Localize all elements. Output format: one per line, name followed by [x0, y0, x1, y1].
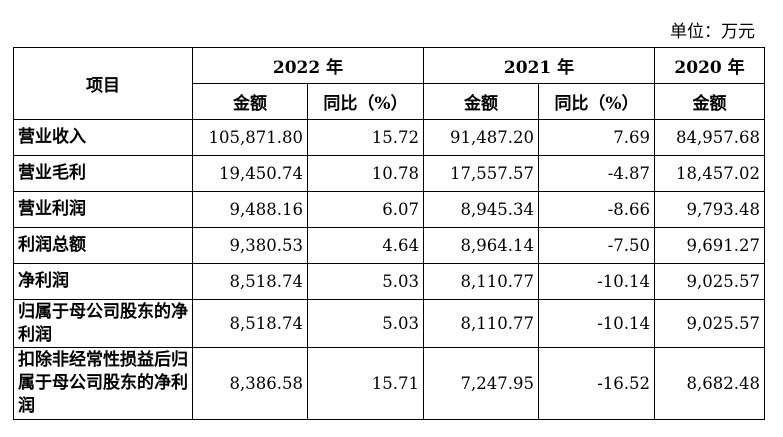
amount-header-2021: 金额: [423, 83, 540, 120]
table-row: 扣除非经常性损益后归属于母公司股东的净利润 8,386.58 15.71 7,2…: [13, 347, 766, 420]
amount-2020-cell: 9,025.57: [654, 263, 766, 300]
row-label: 利润总额: [13, 227, 193, 264]
table-row: 营业收入 105,871.80 15.72 91,487.20 7.69 84,…: [13, 119, 766, 156]
table-row: 营业利润 9,488.16 6.07 8,945.34 -8.66 9,793.…: [13, 191, 766, 228]
table-row: 净利润 8,518.74 5.03 8,110.77 -10.14 9,025.…: [13, 263, 766, 300]
amount-header-2020: 金额: [654, 83, 766, 120]
amount-2021-cell: 8,110.77: [423, 299, 540, 348]
yoy-2021-cell: -4.87: [538, 155, 656, 192]
yoy-2021-cell: -16.52: [538, 347, 656, 420]
amount-2020-cell: 9,793.48: [654, 191, 766, 228]
amount-header-2022: 金额: [192, 83, 308, 120]
yoy-2022-cell: 6.07: [306, 191, 425, 228]
amount-2021-cell: 7,247.95: [423, 347, 540, 420]
yoy-2021-cell: -10.14: [538, 263, 656, 300]
amount-2022-cell: 8,518.74: [192, 299, 308, 348]
financial-table: 项目 2022 年 2021 年 2020 年 金额 同比（%） 金额 同比（%…: [13, 47, 766, 420]
yoy-header-2021: 同比（%）: [538, 83, 656, 120]
row-label: 营业收入: [13, 119, 193, 156]
amount-2021-cell: 91,487.20: [423, 119, 540, 156]
amount-2022-cell: 19,450.74: [192, 155, 308, 192]
row-label: 扣除非经常性损益后归属于母公司股东的净利润: [13, 347, 193, 420]
amount-2020-cell: 9,691.27: [654, 227, 766, 264]
table-header-row-metrics: 金额 同比（%） 金额 同比（%） 金额: [14, 83, 766, 120]
yoy-2022-cell: 15.71: [306, 347, 425, 420]
amount-2022-cell: 8,386.58: [192, 347, 308, 420]
amount-2021-cell: 17,557.57: [423, 155, 540, 192]
yoy-2022-cell: 4.64: [306, 227, 425, 264]
amount-2020-cell: 9,025.57: [654, 299, 766, 348]
year-header-2021: 2021 年: [423, 47, 656, 84]
amount-2021-cell: 8,964.14: [423, 227, 540, 264]
amount-2022-cell: 9,380.53: [192, 227, 308, 264]
amount-2021-cell: 8,945.34: [423, 191, 540, 228]
yoy-header-2022: 同比（%）: [306, 83, 425, 120]
yoy-2022-cell: 15.72: [306, 119, 425, 156]
year-header-2022: 2022 年: [191, 47, 425, 84]
amount-2022-cell: 105,871.80: [192, 119, 308, 156]
amount-2022-cell: 9,488.16: [192, 191, 308, 228]
yoy-2022-cell: 5.03: [306, 299, 425, 348]
row-label: 营业毛利: [13, 155, 193, 192]
item-header: 项目: [13, 47, 193, 120]
amount-2022-cell: 8,518.74: [192, 263, 308, 300]
yoy-2021-cell: -10.14: [538, 299, 656, 348]
yoy-2022-cell: 10.78: [306, 155, 425, 192]
yoy-2021-cell: -7.50: [538, 227, 656, 264]
amount-2020-cell: 8,682.48: [654, 347, 766, 420]
table-row: 归属于母公司股东的净利润 8,518.74 5.03 8,110.77 -10.…: [13, 299, 766, 348]
amount-2021-cell: 8,110.77: [423, 263, 540, 300]
unit-label: 单位：万元: [670, 22, 755, 42]
row-label: 净利润: [13, 263, 193, 300]
table-row: 营业毛利 19,450.74 10.78 17,557.57 -4.87 18,…: [13, 155, 766, 192]
yoy-2022-cell: 5.03: [306, 263, 425, 300]
row-label: 归属于母公司股东的净利润: [13, 299, 193, 348]
yoy-2021-cell: 7.69: [538, 119, 656, 156]
amount-2020-cell: 18,457.02: [654, 155, 766, 192]
year-header-2020: 2020 年: [654, 47, 766, 84]
table-row: 利润总额 9,380.53 4.64 8,964.14 -7.50 9,691.…: [13, 227, 766, 264]
row-label: 营业利润: [13, 191, 193, 228]
yoy-2021-cell: -8.66: [538, 191, 656, 228]
table-header-row-years: 项目 2022 年 2021 年 2020 年: [13, 47, 766, 120]
amount-2020-cell: 84,957.68: [654, 119, 766, 156]
